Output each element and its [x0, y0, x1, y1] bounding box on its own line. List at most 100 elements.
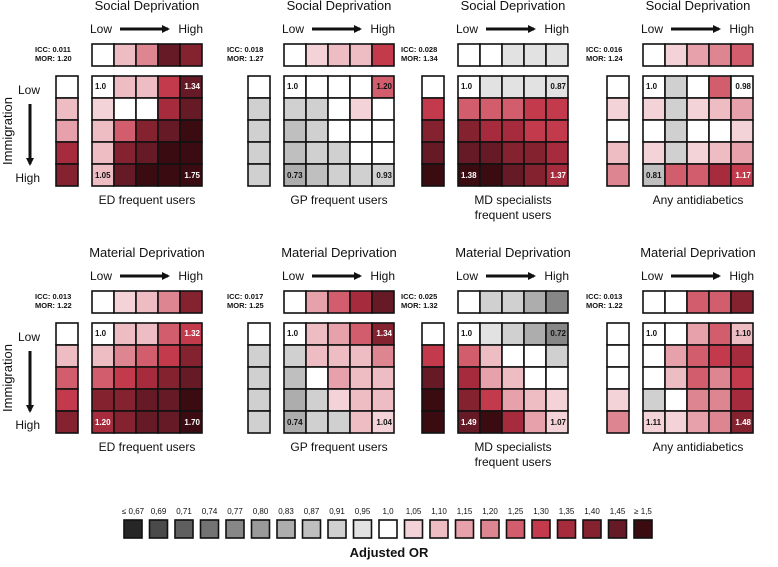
mor-value: MOR: 1.27: [227, 54, 264, 63]
heatmap-cell: [545, 141, 569, 165]
cell-value-label: 1.17: [735, 171, 751, 180]
heatmap-cell: [371, 119, 395, 143]
heatmap-cell: [91, 141, 115, 165]
heatmap-cell: [349, 322, 373, 346]
heatmap-cell: [327, 322, 351, 346]
heatmap-cell: [327, 410, 351, 434]
deprivation-low-label: Low: [90, 269, 112, 283]
top-strip-cell: [371, 290, 395, 314]
cell-value-label: 0.74: [287, 418, 303, 427]
heatmap-cell: [305, 141, 329, 165]
top-strip-cell: [349, 43, 373, 67]
heatmap-cell: [179, 366, 203, 390]
icc-value: ICC: 0.016: [586, 45, 622, 54]
heatmap-cell: [686, 119, 710, 143]
heatmap-cell: [135, 119, 159, 143]
left-strip-cell: [247, 366, 271, 390]
heatmap-cell: [179, 410, 203, 434]
heatmap-cell: [283, 97, 307, 121]
left-strip-cell: [55, 97, 79, 121]
cell-value-label: 1.07: [550, 418, 566, 427]
top-strip-cell: [708, 43, 732, 67]
heatmap-cell: [523, 97, 547, 121]
cell-value-label: 1.49: [461, 418, 477, 427]
immigration-axis-label: Immigration: [0, 344, 15, 412]
left-strip-cell: [55, 75, 79, 99]
outcome-label: ED frequent users: [99, 193, 196, 207]
top-strip-cell: [135, 290, 159, 314]
top-strip-cell: [91, 290, 115, 314]
heatmap-cell: [371, 141, 395, 165]
heatmap-cell: [283, 141, 307, 165]
mor-value: MOR: 1.25: [227, 301, 264, 310]
heatmap-cell: [113, 75, 137, 99]
legend-swatch: [505, 519, 526, 539]
legend-label: 1,45: [610, 507, 626, 516]
cell-value-label: 1.10: [735, 329, 751, 338]
heatmap-cell: [157, 410, 181, 434]
heatmap-cell: [305, 119, 329, 143]
deprivation-low-label: Low: [282, 269, 304, 283]
top-strip-cell: [479, 43, 503, 67]
cell-value-label: 1.0: [461, 82, 473, 91]
cell-value-label: 1.20: [95, 418, 111, 427]
heatmap-cell: [157, 163, 181, 187]
heatmap-cell: [135, 322, 159, 346]
cell-value-label: 0.81: [646, 171, 662, 180]
deprivation-low-label: Low: [641, 269, 663, 283]
deprivation-low-label: Low: [90, 22, 112, 36]
top-strip-cell: [135, 43, 159, 67]
heatmap-cell: [708, 366, 732, 390]
heatmap-cell: [283, 119, 307, 143]
top-strip-cell: [523, 290, 547, 314]
heatmap-cell: [179, 97, 203, 121]
heatmap-cell: [305, 97, 329, 121]
heatmap-cell: [642, 97, 666, 121]
legend-swatch: [633, 519, 653, 539]
legend-swatch: [276, 519, 296, 539]
left-strip-cell: [421, 75, 445, 99]
heatmap-cell: [686, 141, 710, 165]
legend-swatch: [582, 519, 602, 539]
heatmap-cell: [523, 410, 547, 434]
heatmap-cell: [642, 119, 666, 143]
heatmap-cell: [664, 163, 688, 187]
heatmap-cell: [479, 119, 503, 143]
top-strip-cell: [327, 43, 351, 67]
heatmap-cell: [501, 366, 525, 390]
panel-title: Social Deprivation: [461, 0, 566, 13]
heatmap-cell: [371, 163, 395, 187]
heatmap-cell: [523, 344, 547, 368]
heatmap-cell: [501, 410, 525, 434]
heatmap-cell: [179, 344, 203, 368]
legend-swatch: [352, 519, 373, 539]
left-strip-cell: [247, 388, 271, 412]
mor-value: MOR: 1.22: [35, 301, 72, 310]
heatmap-cell: [545, 366, 569, 390]
left-strip-cell: [247, 141, 271, 165]
legend-label: 0,87: [304, 507, 320, 516]
heatmap-cell: [349, 163, 373, 187]
heatmap-cell: [523, 388, 547, 412]
legend-label: 0,69: [151, 507, 167, 516]
top-strip-cell: [664, 43, 688, 67]
left-strip-cell: [55, 344, 79, 368]
left-strip-cell: [606, 163, 630, 187]
panel-title: Material Deprivation: [89, 245, 205, 260]
heatmap-cell: [686, 410, 710, 434]
heatmap-cell: [479, 97, 503, 121]
heatmap-cell: [708, 97, 732, 121]
heatmap-cell: [545, 97, 569, 121]
mor-value: MOR: 1.32: [401, 301, 438, 310]
left-strip-cell: [55, 119, 79, 143]
legend-swatch: [301, 519, 322, 539]
cell-value-label: 1.32: [184, 329, 200, 338]
heatmap-cell: [642, 141, 666, 165]
heatmap-cell: [305, 344, 329, 368]
heatmap-cell: [349, 344, 373, 368]
heatmap-cell: [686, 366, 710, 390]
deprivation-low-label: Low: [641, 22, 663, 36]
outcome-label: frequent users: [475, 208, 552, 222]
heatmap-cell: [479, 388, 503, 412]
